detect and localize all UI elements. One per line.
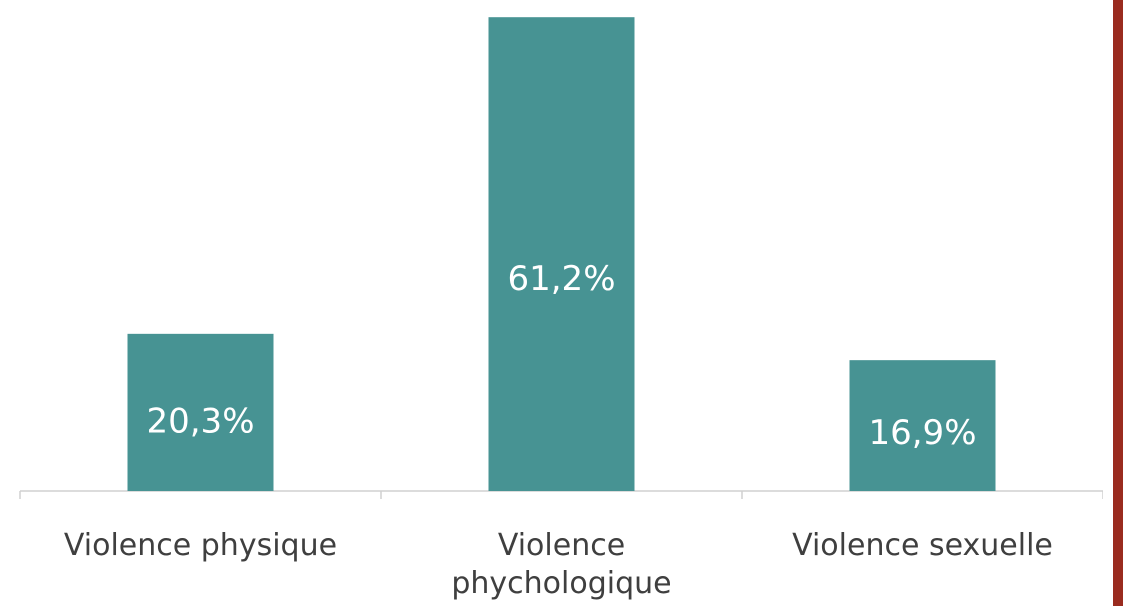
category-label: Violence — [498, 528, 625, 563]
data-label: 20,3% — [146, 401, 254, 441]
x-axis — [19, 490, 1104, 499]
chart-svg: 20,3% Violence physique 61,2% Violencephych… — [19, 17, 1104, 601]
bar-1 — [127, 333, 274, 491]
category-label: phychologique — [451, 566, 671, 601]
data-label: 61,2% — [507, 259, 615, 299]
bar-3 — [849, 360, 996, 491]
category-label: Violence physique — [64, 528, 337, 563]
bar-2 — [488, 17, 635, 492]
side-accent-bar — [1113, 0, 1123, 606]
data-label: 16,9% — [868, 413, 976, 453]
labels: 20,3% Violence physique 61,2% Violencephych… — [64, 259, 1053, 601]
bars — [127, 17, 996, 492]
category-label: Violence sexuelle — [792, 528, 1053, 563]
